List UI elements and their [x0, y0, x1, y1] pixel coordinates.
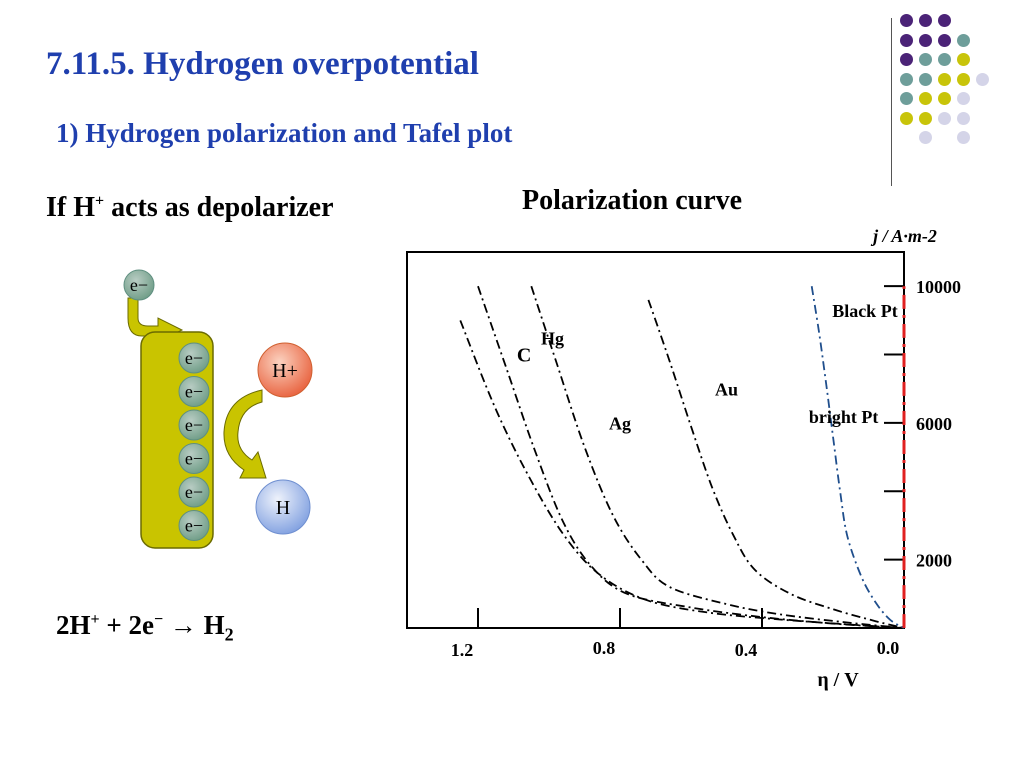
hydrogen-label: H	[276, 497, 290, 519]
decor-dot	[957, 111, 970, 125]
depolarizer-label-sup: +	[95, 192, 105, 210]
decor-dot	[919, 33, 932, 47]
depolarizer-label: If H+ acts as depolarizer	[46, 192, 334, 224]
electrode-electron-label: e−	[185, 516, 203, 536]
depolarizer-label-text: If H	[46, 192, 95, 223]
reaction-equation: 2H+ + 2e− → H2	[56, 610, 234, 645]
decor-dot	[957, 131, 970, 144]
proton-label: H+	[272, 360, 298, 382]
decor-dot	[919, 72, 932, 86]
curve-hg	[477, 285, 905, 629]
depolarizer-label-rest: acts as depolarizer	[104, 192, 334, 223]
electrode-diagram: e− e− e− e− e− e− e− H+ H	[123, 269, 313, 549]
eq-arrow: →	[163, 610, 204, 640]
decor-dot	[900, 53, 913, 66]
electrode-electron	[178, 409, 210, 441]
electrode-electron	[178, 376, 210, 407]
electrode-electron-label: e−	[185, 382, 203, 402]
electrode-electron	[178, 476, 210, 508]
decor-dot	[957, 33, 970, 47]
slide-subtitle: 1) Hydrogen polarization and Tafel plot	[56, 118, 513, 148]
decor-dot	[938, 53, 951, 66]
y-tick-label: 10000	[916, 277, 961, 297]
curve-label-c: C	[517, 344, 531, 366]
y-axis-label: j / A·m-2	[870, 226, 937, 246]
x-tick-label: 0.4	[735, 640, 758, 660]
curve-label-black-pt: Black Pt	[832, 301, 898, 321]
decor-dot	[938, 33, 951, 47]
decor-dot	[900, 72, 913, 86]
curve-c	[459, 320, 905, 629]
eq-h: 2H	[56, 610, 91, 640]
decor-dot	[919, 111, 932, 125]
decor-divider	[891, 18, 892, 186]
curve-au	[647, 299, 905, 629]
decor-dot	[900, 14, 913, 27]
x-tick-label: 0.8	[593, 638, 616, 658]
decor-dot	[938, 72, 951, 86]
eq-h2-sub: 2	[224, 624, 234, 645]
electrode-electron	[178, 342, 210, 374]
decor-dot	[919, 53, 932, 66]
decor-dot	[900, 111, 913, 125]
decor-dot-grid	[900, 14, 1020, 164]
decor-dot	[919, 14, 932, 27]
electrode-electron	[178, 510, 210, 541]
electrode-electron-label: e−	[185, 415, 203, 435]
decor-dot	[957, 92, 970, 105]
decor-dot	[957, 53, 970, 66]
hydrogen-atom	[255, 479, 311, 535]
curve-label-hg: Hg	[541, 328, 564, 348]
curve-label-bright-pt: bright Pt	[809, 407, 879, 427]
eq-h2: H	[203, 610, 225, 640]
decor-dot	[919, 131, 932, 144]
polarization-chart: 2000 6000 10000 1.2 0.8 0.4 0.0 C Hg Ag Au bright…	[406, 226, 961, 691]
electrode-electron-label: e−	[185, 482, 203, 502]
electrode-electron-label: e−	[185, 449, 203, 469]
eq-electrons: + 2e	[99, 610, 155, 640]
decor-dot	[938, 92, 951, 105]
slide-title: 7.11.5. Hydrogen overpotential	[46, 46, 479, 82]
curve-bright-pt	[810, 286, 905, 629]
curve-label-au: Au	[715, 380, 738, 400]
decor-dot	[938, 111, 951, 125]
electrode-electron	[178, 443, 210, 474]
decor-dot	[919, 92, 932, 105]
plot-frame	[406, 251, 905, 629]
eq-h-sup: +	[90, 611, 100, 628]
decor-dot	[900, 92, 913, 105]
electrode-electron-label: e−	[185, 348, 203, 368]
x-tick-label: 0.0	[877, 638, 900, 658]
curve-label-ag: Ag	[609, 414, 631, 434]
incoming-electron	[123, 269, 155, 301]
chart-title: Polarization curve	[522, 185, 743, 216]
decor-dot	[976, 72, 989, 86]
curve-ag	[530, 285, 905, 629]
y-tick-label: 6000	[916, 414, 952, 434]
decor-dot	[900, 33, 913, 47]
proton	[257, 342, 313, 398]
x-axis-label: η / V	[817, 669, 859, 691]
reduction-arrow	[223, 389, 267, 479]
y-tick-label: 2000	[916, 551, 952, 571]
decor-dot	[957, 72, 970, 86]
x-tick-label: 1.2	[451, 640, 474, 660]
decor-dot	[938, 14, 951, 27]
eq-e-sup: −	[154, 611, 164, 628]
incoming-electron-label: e−	[130, 275, 148, 295]
